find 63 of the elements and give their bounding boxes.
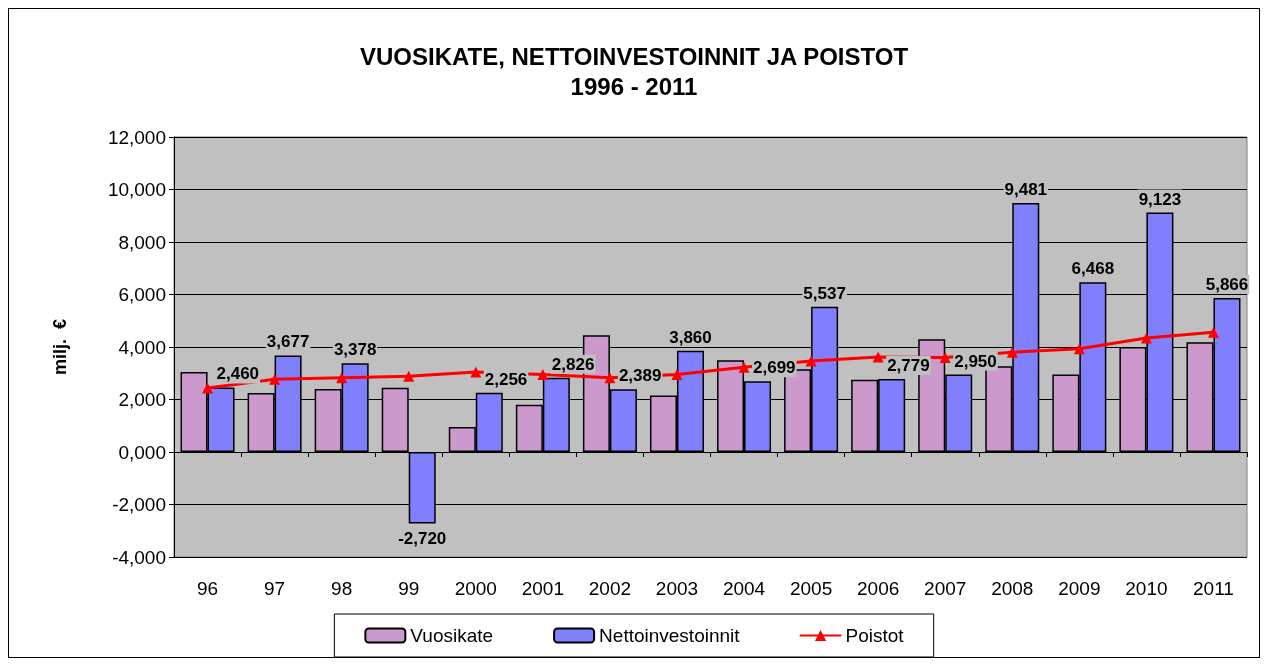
x-tick-label: 2000: [454, 578, 497, 599]
point: [872, 351, 884, 363]
y-tick-label: 0,000: [118, 441, 166, 463]
x-tick-label: 2001: [521, 578, 564, 599]
x-tick-label: 97: [264, 578, 286, 599]
chart-subtitle: 1996 - 2011: [570, 72, 698, 100]
data-label: 9,123: [1138, 189, 1182, 209]
point: [604, 372, 616, 384]
data-label: 3,677: [266, 332, 310, 352]
data-label: 3,860: [669, 327, 712, 347]
x-tick-label: 98: [331, 578, 353, 599]
point: [202, 382, 214, 394]
point: [805, 355, 817, 367]
x-tick-label: 2009: [1058, 578, 1101, 599]
data-label: 2,826: [551, 354, 595, 374]
x-tick-label: 2008: [991, 578, 1034, 599]
point: [537, 369, 549, 381]
data-label: 2,256: [484, 369, 528, 389]
legend-label: Nettoinvestoinnit: [599, 625, 741, 646]
legend-label: Vuosikate: [410, 625, 494, 646]
x-tick-label: 2010: [1125, 578, 1168, 599]
point: [1207, 326, 1219, 338]
point: [1073, 343, 1085, 355]
x-tick-label: 2011: [1193, 578, 1234, 599]
data-label: 2,389: [618, 366, 662, 386]
x-tick-label: 96: [196, 578, 219, 599]
x-tick-label: 2005: [789, 578, 833, 599]
point: [1140, 332, 1152, 344]
data-label: 9,481: [1004, 180, 1048, 200]
data-label: 5,537: [803, 283, 846, 303]
y-tick-label: -4,000: [112, 546, 166, 568]
point: [403, 370, 415, 382]
point: [939, 352, 951, 363]
data-label: 2,699: [753, 358, 796, 378]
legend-label: Poistot: [845, 625, 905, 646]
x-tick-label: 2007: [924, 578, 967, 599]
y-tick-label: 4,000: [118, 336, 166, 358]
data-label: 2,950: [954, 351, 997, 371]
y-tick-label: 10,000: [107, 179, 166, 200]
data-label: 2,779: [887, 356, 930, 376]
x-tick-label: 2003: [655, 578, 699, 599]
x-tick-label: 99: [398, 578, 420, 599]
point: [738, 361, 750, 373]
y-tick-label: 2,000: [118, 389, 166, 410]
point: [269, 373, 281, 385]
data-label: 6,468: [1071, 259, 1115, 279]
y-axis-title: milj. €: [50, 318, 70, 376]
point: [1006, 346, 1018, 358]
point: [671, 369, 683, 381]
x-tick-label: 2004: [722, 578, 766, 599]
y-tick-label: -2,000: [112, 494, 166, 515]
y-tick-label: 6,000: [118, 284, 166, 305]
data-label: 5,866: [1205, 275, 1249, 295]
data-label: 3,378: [333, 340, 377, 360]
chart-title: VUOSIKATE, NETTOINVESTOINNIT JA POISTOT: [359, 42, 909, 70]
data-label: 2,460: [216, 364, 260, 384]
point: [336, 372, 348, 384]
point: [470, 366, 482, 378]
x-tick-label: 2002: [588, 578, 632, 599]
x-tick-label: 2006: [857, 578, 900, 599]
y-tick-label: 8,000: [118, 231, 166, 253]
y-tick-label: 12,000: [107, 126, 166, 148]
data-label: -2,720: [398, 529, 447, 549]
